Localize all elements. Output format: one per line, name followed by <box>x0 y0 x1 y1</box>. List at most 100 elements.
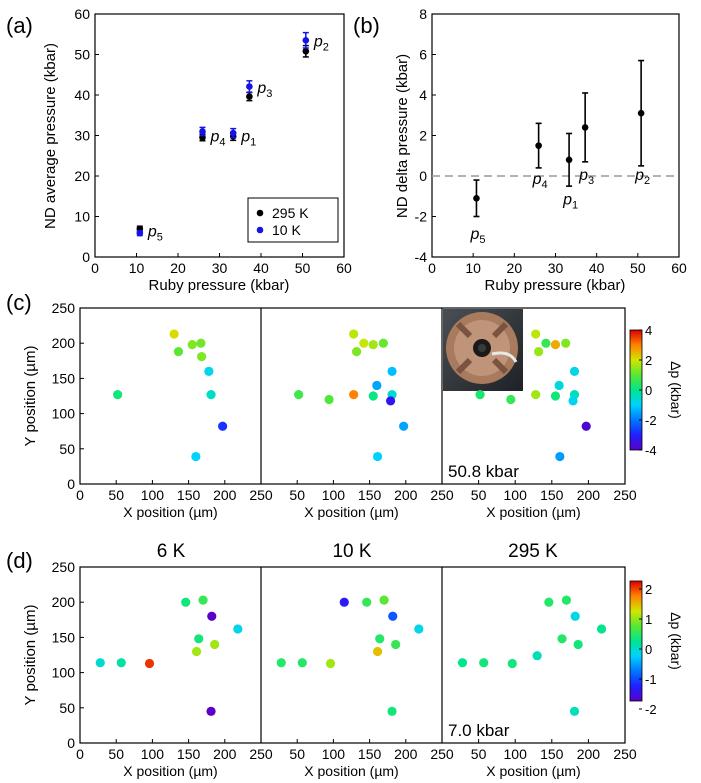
b-x-tick-label: 20 <box>507 260 523 276</box>
sensor-point <box>116 658 126 668</box>
d-sub3-x-tick-label: 200 <box>577 746 601 762</box>
subplot-title-6k: 6 K <box>157 541 186 562</box>
x-axis-title-b: Ruby pressure (kbar) <box>485 277 626 294</box>
c-sub2-x-tick-label: 200 <box>394 487 418 503</box>
sensor-point <box>399 421 409 431</box>
y-axis-title-c: Y position (µm) <box>22 346 39 447</box>
sensor-point <box>169 329 179 339</box>
a-x-tick-label: 40 <box>253 260 269 276</box>
sensor-point <box>507 658 517 669</box>
b-y-tick-label: -2 <box>415 209 428 225</box>
sensor-point <box>387 366 397 376</box>
a-y-tick-label: 60 <box>74 6 90 22</box>
colorbar-label-c: Δp (kbar) <box>668 361 684 419</box>
sensor-point <box>379 595 389 605</box>
sensor-point <box>339 597 349 607</box>
sensor-point <box>196 338 206 348</box>
c-colorbar-tick-label: 0 <box>645 383 652 398</box>
sensor-point <box>325 658 336 669</box>
c-sub3-x-tick-label: 50 <box>471 487 487 503</box>
data-point-10k <box>229 129 237 137</box>
point-label: p3 <box>256 80 272 100</box>
b-x-tick-label: 60 <box>671 260 687 276</box>
b-y-tick-label: 2 <box>419 128 427 144</box>
y-axis-title-d: Y position (µm) <box>22 605 39 706</box>
panel-label-d: (d) <box>6 548 33 573</box>
pressure-annotation-c: 50.8 kbar <box>448 462 519 481</box>
b-y-tick-label: 8 <box>419 6 427 22</box>
c-sub3-x-tick-label: 200 <box>577 487 601 503</box>
b-y-tick-label: 6 <box>419 47 427 63</box>
sensor-point <box>457 658 468 668</box>
sensor-point <box>95 658 105 668</box>
a-y-tick-label: 10 <box>74 209 90 225</box>
panel-label-c: (c) <box>6 290 32 315</box>
c-x-axis-title: X position (µm) <box>304 504 398 520</box>
c-x-axis-title: X position (µm) <box>486 504 580 520</box>
colorbar-d <box>629 580 643 702</box>
c-sub2-x-tick-label: 150 <box>358 487 382 503</box>
c-sub1-y-tick-label: 150 <box>52 370 76 386</box>
sensor-point <box>113 389 123 400</box>
a-x-tick-label: 20 <box>170 260 186 276</box>
data-point <box>565 156 573 164</box>
sensor-point <box>570 611 580 621</box>
sensor-point <box>349 389 359 400</box>
point-label: p4 <box>532 171 548 191</box>
c-colorbar-tick-label: 2 <box>645 353 652 368</box>
d-sub2-x-tick-label: 200 <box>394 746 418 762</box>
sensor-point <box>297 658 307 668</box>
panel-label-b: (b) <box>353 13 380 38</box>
d-sub1-y-tick-label: 150 <box>52 629 76 645</box>
sensor-point <box>194 634 204 644</box>
c-sub1-y-tick-label: 50 <box>59 441 75 457</box>
c-sub1-x-tick-label: 150 <box>177 487 201 503</box>
d-x-axis-title: X position (µm) <box>486 763 580 779</box>
d-sub1-y-tick-label: 100 <box>52 665 76 681</box>
point-label: p2 <box>634 167 650 187</box>
sensor-point <box>596 624 607 634</box>
d-sub3-x-tick-label: 250 <box>613 746 637 762</box>
a-y-tick-label: 20 <box>74 168 90 184</box>
d-colorbar-tick-label: 1 <box>645 612 652 627</box>
sensor-point <box>181 597 191 607</box>
a-x-tick-label: 10 <box>129 260 145 276</box>
panel-label-a: (a) <box>6 13 33 38</box>
d-sub2-x-tick-label: 150 <box>358 746 382 762</box>
plot-frame-d <box>79 566 626 744</box>
sensor-point <box>531 389 541 400</box>
d-sub3-x-tick-label: 150 <box>540 746 564 762</box>
sensor-point <box>387 706 397 716</box>
sensor-point <box>385 396 396 406</box>
c-sub3-x-tick-label: 250 <box>613 487 637 503</box>
c-sub1-x-tick-label: 200 <box>213 487 237 503</box>
sensor-point <box>561 338 571 348</box>
point-label: p5 <box>147 224 163 244</box>
sensor-point <box>233 624 243 634</box>
c-sub1-y-tick-label: 200 <box>52 335 76 351</box>
sensor-point <box>550 391 561 401</box>
sensor-point <box>191 646 202 657</box>
sensor-point <box>532 651 542 661</box>
c-colorbar-tick-label: -2 <box>645 413 657 428</box>
sensor-point <box>561 595 572 605</box>
sensor-point <box>573 639 583 650</box>
sensor-point <box>210 639 220 650</box>
c-sub3-x-tick-label: 150 <box>540 487 564 503</box>
sensor-point <box>351 347 362 357</box>
point-label: p5 <box>469 226 485 246</box>
sensor-point <box>362 597 372 607</box>
legend-label: 295 K <box>272 205 309 221</box>
data-point-295k <box>246 93 253 100</box>
a-y-tick-label: 0 <box>82 249 90 265</box>
b-x-tick-label: 50 <box>630 260 646 276</box>
sensor-point <box>554 380 564 391</box>
b-x-tick-label: 40 <box>589 260 605 276</box>
a-x-tick-label: 0 <box>91 260 99 276</box>
sensor-point <box>506 394 516 405</box>
sensor-point <box>218 421 228 431</box>
b-x-tick-label: 0 <box>428 260 436 276</box>
data-point-10k <box>302 37 310 44</box>
d-sub3-x-tick-label: 100 <box>504 746 528 762</box>
